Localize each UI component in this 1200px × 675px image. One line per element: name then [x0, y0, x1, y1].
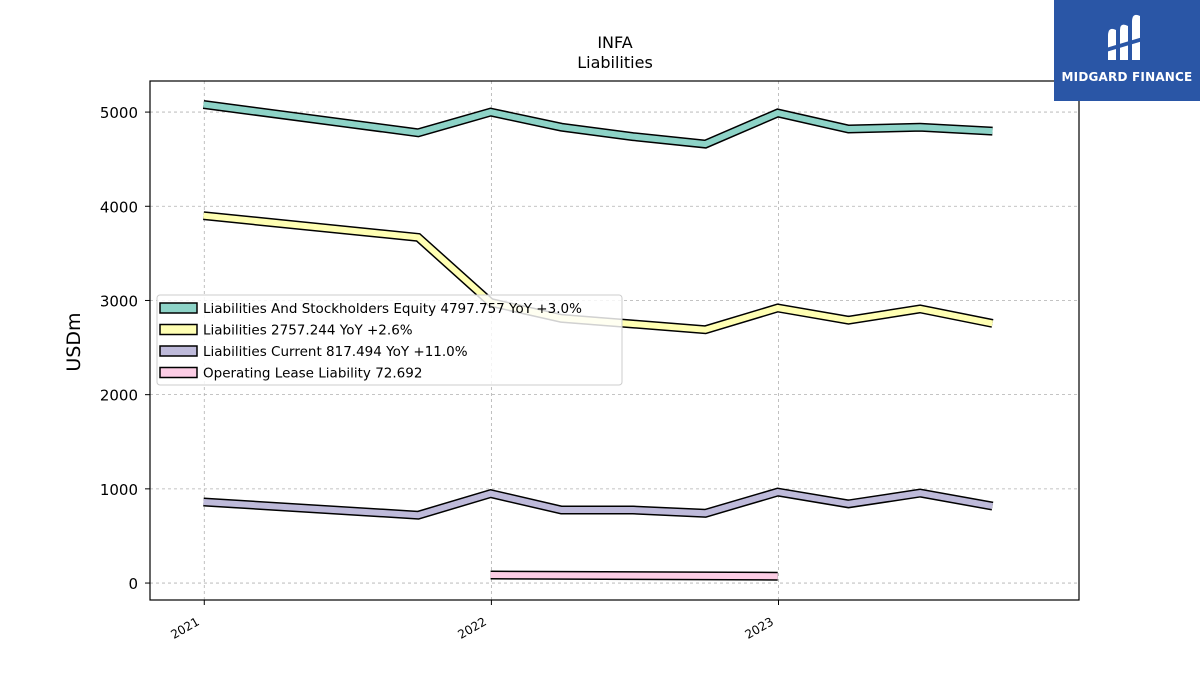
y-tick-label: 5000 — [100, 104, 138, 122]
x-tick-label: 2023 — [743, 614, 776, 641]
y-axis-label: USDm — [63, 312, 85, 371]
x-axis-ticks: 2021 2022 2023 — [168, 600, 780, 642]
series-line-3 — [490, 572, 778, 580]
legend: Liabilities And Stockholders Equity 4797… — [156, 294, 623, 386]
legend-swatch — [159, 366, 198, 379]
y-tick-label: 3000 — [100, 292, 138, 310]
y-tick-label: 2000 — [100, 387, 138, 405]
logo-text: MIDGARD FINANCE — [1061, 70, 1193, 84]
x-tick-label: 2021 — [168, 614, 201, 641]
y-tick-label: 4000 — [100, 198, 138, 216]
y-tick-label: 0 — [128, 575, 138, 593]
legend-swatch — [159, 345, 198, 357]
series-line-1 — [203, 212, 994, 333]
y-tick-label: 1000 — [100, 481, 138, 499]
plot-frame — [149, 80, 1080, 601]
y-axis-ticks: 0 1000 2000 3000 4000 5000 — [100, 104, 150, 593]
series-line-2 — [203, 489, 994, 519]
legend-swatch — [159, 302, 198, 314]
series-layer — [202, 100, 994, 581]
chart-title: INFA — [597, 33, 632, 52]
x-tick-label: 2022 — [455, 614, 488, 641]
legend-swatch — [159, 323, 198, 336]
legend-label: Liabilities And Stockholders Equity 4797… — [203, 301, 582, 317]
legend-label: Liabilities Current 817.494 YoY +11.0% — [203, 344, 468, 360]
brand-logo: MIDGARD FINANCE — [1054, 0, 1200, 101]
chart-subtitle: Liabilities — [577, 53, 653, 72]
legend-label: Liabilities 2757.244 YoY +2.6% — [203, 323, 413, 339]
legend-label: Operating Lease Liability 72.692 — [203, 366, 422, 382]
series-line-0 — [203, 101, 993, 148]
series-line-outline-0 — [202, 100, 993, 149]
legend-box — [156, 294, 623, 386]
midgard-logo-icon — [1106, 14, 1146, 61]
